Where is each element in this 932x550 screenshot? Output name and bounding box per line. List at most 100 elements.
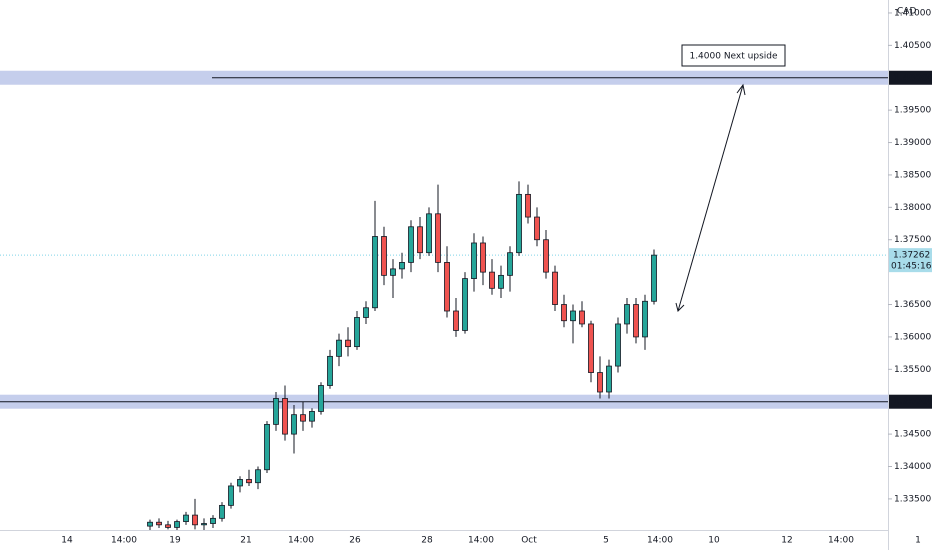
candle-body [543, 239, 549, 273]
arrow-head [736, 83, 746, 96]
current-price-label: 1.37262 [893, 251, 930, 261]
candle-body [534, 216, 540, 241]
x-tick-label: 19 [169, 536, 181, 546]
candle-body [624, 304, 630, 325]
candle-body [579, 310, 585, 325]
x-tick-label: 21 [240, 536, 251, 546]
candle-body [282, 398, 288, 435]
candle-body [399, 262, 405, 270]
level-label: 1.40000 [893, 73, 932, 83]
candle-body [318, 385, 324, 412]
y-tick-label: 1.36500 [894, 300, 931, 310]
candle-body [417, 226, 423, 254]
candle-body [255, 469, 261, 484]
candle-body [453, 310, 459, 331]
x-tick-label: 14:00 [288, 536, 314, 546]
candle-body [165, 524, 171, 528]
candle-body [651, 254, 657, 302]
candle-body [246, 479, 252, 484]
annotation-text: 1.4000 Next upside [689, 52, 777, 62]
x-tick-label: 12 [781, 536, 792, 546]
candle-body [300, 414, 306, 422]
candle-body [291, 414, 297, 435]
y-tick-label: 1.34500 [894, 430, 931, 440]
candle-body [156, 521, 162, 526]
level-label-box [889, 70, 932, 85]
candle-body [309, 411, 315, 422]
candle-body [147, 521, 153, 527]
x-tick-label: 26 [349, 536, 361, 546]
y-tick-label: 1.38000 [894, 203, 931, 213]
x-tick-label: 10 [708, 536, 720, 546]
candle-body [462, 278, 468, 331]
candle-body [408, 226, 414, 263]
candle-body [336, 339, 342, 357]
x-tick-label: 14:00 [828, 536, 854, 546]
countdown-label: 01:45:16 [891, 262, 932, 272]
candle-body [426, 213, 432, 254]
y-tick-label: 1.35500 [894, 365, 931, 375]
candle-body [435, 213, 441, 263]
y-tick-label: 1.40500 [894, 41, 931, 51]
x-tick-label: 28 [421, 536, 433, 546]
candle-body [552, 271, 558, 305]
candle-body [507, 252, 513, 276]
y-tick-label: 1.38500 [894, 170, 931, 180]
candle-body [210, 517, 216, 524]
candle-body [498, 274, 504, 289]
current-price-box [889, 248, 932, 273]
y-tick-label: 1.36000 [894, 332, 931, 342]
candle-body [174, 521, 180, 528]
currency-label: CAD [897, 7, 916, 17]
candle-body [588, 323, 594, 373]
candle-body [615, 323, 621, 367]
y-tick-label: 1.34000 [894, 462, 931, 472]
candle-body [345, 339, 351, 348]
candle-body [516, 193, 522, 254]
candle-body [264, 423, 270, 471]
y-tick-label: 1.37500 [894, 235, 931, 245]
x-tick-label: 14:00 [647, 536, 673, 546]
annotation-box [681, 44, 786, 67]
candle-body [183, 514, 189, 522]
level-label: 1.35000 [893, 397, 932, 407]
candle-body [390, 268, 396, 276]
candle-body [237, 479, 243, 487]
candle-body [219, 504, 225, 519]
candle-body [606, 365, 612, 393]
candle-body [570, 310, 576, 322]
x-tick-label: Oct [521, 536, 537, 546]
candle-body [192, 514, 198, 526]
candle-body [597, 372, 603, 393]
arrow-shaft [677, 84, 744, 312]
candle-body [471, 242, 477, 280]
x-tick-label: 14:00 [111, 536, 137, 546]
y-tick-label: 1.33500 [894, 494, 931, 504]
candle-body [372, 236, 378, 309]
x-tick-label: 5 [603, 536, 609, 546]
candle-body [525, 193, 531, 218]
x-tick-label: 14 [61, 536, 73, 546]
candle-body [444, 262, 450, 312]
level-label-box [889, 394, 932, 409]
x-tick-label: 1 [915, 536, 921, 546]
candle-body [381, 236, 387, 276]
y-tick-label: 1.39500 [894, 106, 931, 116]
candle-body [273, 398, 279, 425]
y-tick-label: 1.39000 [894, 138, 931, 148]
candle-body [327, 355, 333, 386]
candle-body [363, 307, 369, 318]
candle-body [201, 523, 207, 526]
candle-body [642, 300, 648, 338]
candle-body [489, 271, 495, 289]
x-tick-label: 14:00 [468, 536, 494, 546]
y-tick-label: 1.41000 [894, 8, 931, 18]
candle-body [228, 485, 234, 506]
arrow-tail-head [675, 302, 685, 312]
candle-body [480, 242, 486, 273]
candle-body [561, 304, 567, 322]
candle-body [633, 304, 639, 338]
candle-body [354, 317, 360, 348]
